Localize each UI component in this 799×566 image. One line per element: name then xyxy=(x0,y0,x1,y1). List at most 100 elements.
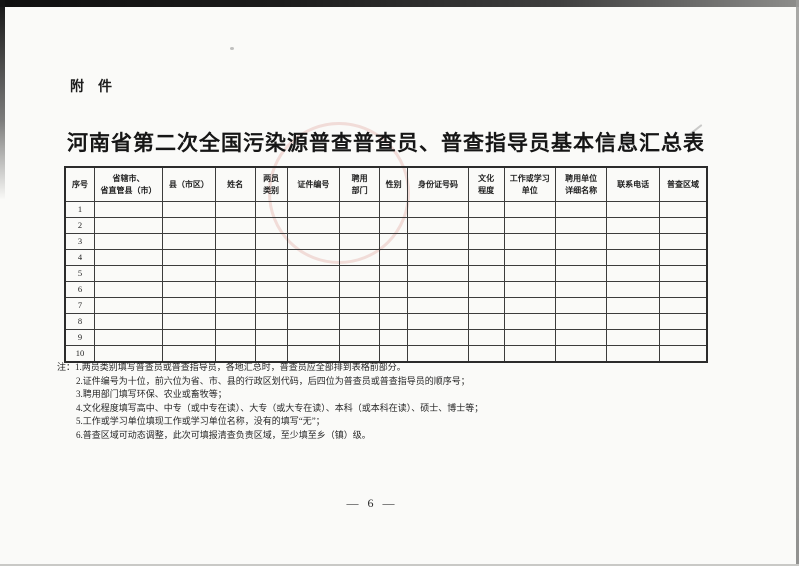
empty-data-cell xyxy=(214,249,256,266)
column-header-11: 工作或学习 单位 xyxy=(503,166,556,202)
notes-prefix: 注： xyxy=(57,362,76,372)
empty-data-cell xyxy=(554,281,608,298)
table-header-row: 序号 省辖市、 省直管县（市） 县（市区） 姓名 两员 类别 证件编号 聘用 部门 性别 身份证… xyxy=(64,166,708,202)
note-line-3: 3.聘用部门填写环保、农业或畜牧等； xyxy=(76,389,227,399)
empty-data-cell xyxy=(606,249,660,266)
empty-data-cell xyxy=(606,217,660,234)
empty-data-cell xyxy=(503,329,556,346)
empty-data-cell xyxy=(214,329,256,346)
empty-data-cell xyxy=(467,217,505,234)
empty-data-cell xyxy=(503,249,556,266)
column-header-7: 聘用 部门 xyxy=(339,166,381,202)
empty-data-cell xyxy=(467,281,505,298)
empty-data-cell xyxy=(254,345,288,363)
scan-edge-top xyxy=(0,0,799,7)
empty-data-cell xyxy=(407,249,469,266)
empty-data-cell xyxy=(407,345,469,363)
empty-data-cell xyxy=(379,249,409,266)
empty-data-cell xyxy=(467,201,505,218)
empty-data-cell xyxy=(554,265,608,282)
empty-data-cell xyxy=(379,233,409,250)
empty-data-cell xyxy=(467,313,505,330)
empty-data-cell xyxy=(379,217,409,234)
empty-data-cell xyxy=(658,217,708,234)
empty-data-cell xyxy=(214,201,256,218)
empty-data-cell xyxy=(407,313,469,330)
empty-data-cell xyxy=(554,329,608,346)
empty-data-cell xyxy=(254,281,288,298)
empty-data-cell xyxy=(658,329,708,346)
empty-data-cell xyxy=(286,313,341,330)
table-row: 5 xyxy=(64,265,708,282)
empty-data-cell xyxy=(94,281,164,298)
note-line-5: 5.工作或学习单位填现工作或学习单位名称，没有的填写“无”； xyxy=(76,416,325,426)
empty-data-cell xyxy=(286,297,341,314)
empty-data-cell xyxy=(214,265,256,282)
row-number-cell: 4 xyxy=(64,249,96,266)
empty-data-cell xyxy=(214,281,256,298)
row-number-cell: 9 xyxy=(64,329,96,346)
empty-data-cell xyxy=(407,201,469,218)
empty-data-cell xyxy=(339,313,381,330)
empty-data-cell xyxy=(339,345,381,363)
table-row: 9 xyxy=(64,329,708,346)
empty-data-cell xyxy=(606,313,660,330)
empty-data-cell xyxy=(658,281,708,298)
empty-data-cell xyxy=(254,265,288,282)
empty-data-cell xyxy=(407,297,469,314)
column-header-14: 普查区域 xyxy=(658,166,708,202)
empty-data-cell xyxy=(503,201,556,218)
empty-data-cell xyxy=(606,233,660,250)
empty-data-cell xyxy=(339,297,381,314)
empty-data-cell xyxy=(606,201,660,218)
scan-edge-left xyxy=(0,0,5,200)
empty-data-cell xyxy=(286,281,341,298)
empty-data-cell xyxy=(94,297,164,314)
empty-data-cell xyxy=(214,345,256,363)
empty-data-cell xyxy=(286,345,341,363)
scan-edge-bottom xyxy=(0,564,799,566)
empty-data-cell xyxy=(407,233,469,250)
empty-data-cell xyxy=(467,329,505,346)
empty-data-cell xyxy=(503,233,556,250)
empty-data-cell xyxy=(94,313,164,330)
notes-block: 注：1.两员类别填写普查员或普查指导员，各地汇总时，普查员应全部排到表格前部分。… xyxy=(57,361,737,442)
empty-data-cell xyxy=(214,297,256,314)
empty-data-cell xyxy=(658,249,708,266)
empty-data-cell xyxy=(94,249,164,266)
empty-data-cell xyxy=(503,345,556,363)
empty-data-cell xyxy=(503,265,556,282)
scan-edge-right xyxy=(796,0,799,566)
empty-data-cell xyxy=(606,329,660,346)
empty-data-cell xyxy=(339,233,381,250)
column-header-8: 性别 xyxy=(379,166,409,202)
empty-data-cell xyxy=(379,345,409,363)
attachment-label: 附 件 xyxy=(70,78,112,94)
empty-data-cell xyxy=(162,329,216,346)
empty-data-cell xyxy=(379,313,409,330)
column-header-13: 联系电话 xyxy=(606,166,660,202)
empty-data-cell xyxy=(658,313,708,330)
empty-data-cell xyxy=(658,265,708,282)
empty-data-cell xyxy=(286,217,341,234)
empty-data-cell xyxy=(407,329,469,346)
empty-data-cell xyxy=(162,345,216,363)
empty-data-cell xyxy=(339,249,381,266)
empty-data-cell xyxy=(254,233,288,250)
empty-data-cell xyxy=(658,297,708,314)
row-number-cell: 8 xyxy=(64,313,96,330)
empty-data-cell xyxy=(467,265,505,282)
empty-data-cell xyxy=(379,329,409,346)
empty-data-cell xyxy=(554,201,608,218)
empty-data-cell xyxy=(286,233,341,250)
empty-data-cell xyxy=(554,345,608,363)
empty-data-cell xyxy=(254,297,288,314)
empty-data-cell xyxy=(554,233,608,250)
empty-data-cell xyxy=(214,233,256,250)
column-header-12: 聘用单位 详细名称 xyxy=(554,166,608,202)
empty-data-cell xyxy=(339,329,381,346)
empty-data-cell xyxy=(554,217,608,234)
column-header-4: 姓名 xyxy=(214,166,256,202)
empty-data-cell xyxy=(606,345,660,363)
note-line-6: 6.普查区域可动态调整，此次可填报清查负责区域，至少填至乡（镇）级。 xyxy=(76,429,371,440)
